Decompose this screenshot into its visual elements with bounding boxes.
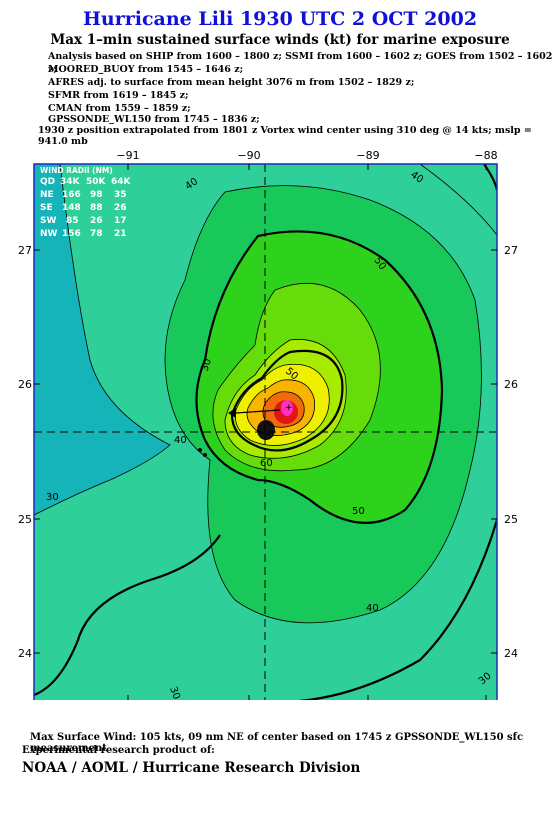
- organization-name: NOAA / AOML / Hurricane Research Divisio…: [22, 760, 361, 776]
- eye-center: [257, 420, 275, 440]
- analysis-line-1: Analysis based on SHIP from 1600 – 1800 …: [48, 51, 553, 75]
- position-note: 1930 z position extrapolated from 1801 z…: [38, 125, 532, 147]
- map-subtitle: Max 1–min sustained surface winds (kt) f…: [50, 32, 510, 48]
- contour-label-60: 60: [260, 458, 273, 469]
- wind-radii-sw-64: 17: [114, 216, 127, 226]
- wind-radii-se-34: 148: [62, 203, 81, 213]
- wind-radii-nw-qd: NW: [40, 229, 58, 239]
- max-wind-note: Max Surface Wind: 105 kts, 09 nm NE of c…: [30, 732, 524, 754]
- svg-text:+: +: [285, 403, 293, 413]
- lon-label-top-2: −90: [237, 149, 260, 162]
- contour-label-50-s: 50: [352, 506, 365, 517]
- wind-radii-header-qd: QD: [40, 177, 55, 187]
- analysis-line-4: SFMR from 1619 – 1845 z;: [48, 90, 189, 101]
- lon-label-top-3: −89: [356, 149, 379, 162]
- map-title: Hurricane Lili 1930 UTC 2 OCT 2002: [82, 8, 478, 30]
- wind-radii-ne-64: 35: [114, 190, 127, 200]
- wind-radii-se-64: 26: [114, 203, 127, 213]
- contour-label-30-sw: 30: [46, 492, 59, 503]
- contour-label-30-w: 30: [199, 357, 214, 373]
- lat-label-right-25: 25: [504, 513, 518, 526]
- wind-radii-nw-64: 21: [114, 229, 127, 239]
- wind-radii-ne-34: 166: [62, 190, 81, 200]
- analysis-line-6: GPSSONDE_WL150 from 1745 – 1836 z;: [48, 114, 260, 125]
- wind-radii-ne-50: 98: [90, 190, 103, 200]
- wind-radii-nw-50: 78: [90, 229, 103, 239]
- contour-label-40-w: 40: [174, 435, 187, 446]
- wind-radii-header-50k: 50K: [86, 177, 107, 187]
- lat-label-left-26: 26: [18, 378, 32, 391]
- lat-label-left-24: 24: [18, 647, 32, 660]
- center-crosshair: [34, 164, 497, 700]
- lat-label-left-25: 25: [18, 513, 32, 526]
- wind-radii-header-64k: 64K: [111, 177, 132, 187]
- analysis-line-3: AFRES adj. to surface from mean height 3…: [48, 77, 415, 88]
- thin-contours: [34, 164, 497, 624]
- contour-label-30-s: 30: [167, 685, 182, 700]
- observation-marks: +: [198, 403, 293, 457]
- wind-radii-sw-50: 26: [90, 216, 103, 226]
- wind-radii-table: WIND RADII (NM) QD 34K 50K 64K NE 166 98…: [40, 166, 132, 239]
- lat-label-right-24: 24: [504, 647, 518, 660]
- lat-label-left-27: 27: [18, 244, 32, 257]
- wind-max-120: [281, 400, 293, 416]
- contour-label-40-s: 40: [366, 603, 379, 614]
- wind-radii-sw-qd: SW: [40, 216, 56, 226]
- wind-radii-header-34k: 34K: [60, 177, 81, 187]
- axis-ticks: [34, 164, 497, 700]
- wind-radii-se-50: 88: [90, 203, 103, 213]
- lat-label-right-26: 26: [504, 378, 518, 391]
- lon-label-top-4: −88: [474, 149, 497, 162]
- wind-radii-nw-34: 156: [62, 229, 81, 239]
- wind-radii-ne-qd: NE: [40, 190, 54, 200]
- product-note: Experimental research product of:: [22, 745, 215, 756]
- wind-radii-se-qd: SE: [40, 203, 53, 213]
- wind-radii-sw-34: 85: [66, 216, 79, 226]
- analysis-line-5: CMAN from 1559 – 1859 z;: [48, 103, 191, 114]
- map-frame: [33, 163, 498, 700]
- analysis-line-2: MOORED_BUOY from 1545 – 1646 z;: [48, 64, 244, 75]
- lon-label-top-1: −91: [116, 149, 139, 162]
- wind-radii-title: WIND RADII (NM): [40, 166, 113, 175]
- lat-label-right-27: 27: [504, 244, 518, 257]
- wind-analysis-map: −91 −90 −89 −88 −91 −90 −89 −88 27 26 25…: [18, 149, 518, 700]
